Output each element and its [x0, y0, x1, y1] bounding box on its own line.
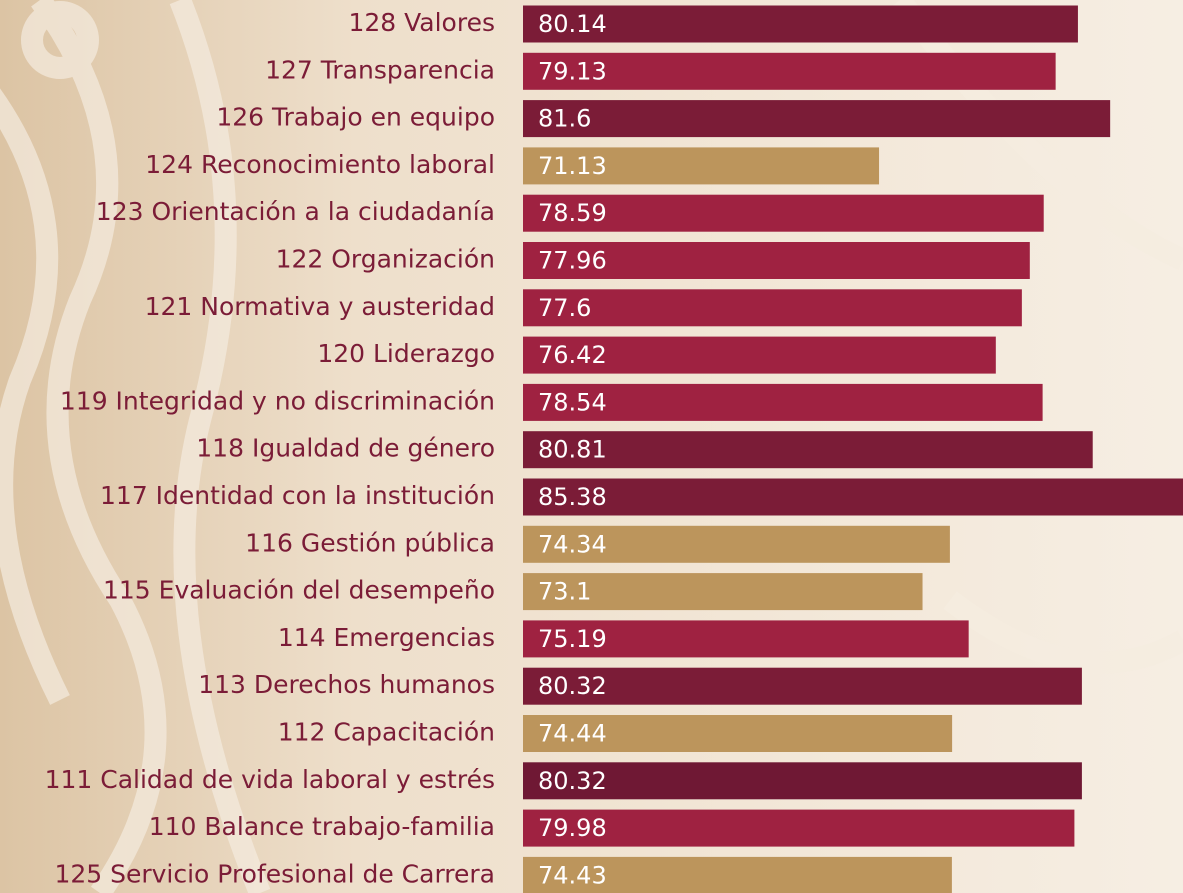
bar	[523, 573, 923, 611]
bar	[523, 289, 1022, 327]
category-label: 125 Servicio Profesional de Carrera	[54, 859, 495, 888]
value-label: 77.6	[538, 294, 591, 322]
category-label: 117 Identidad con la institución	[100, 481, 495, 510]
category-label: 118 Igualdad de género	[196, 434, 495, 463]
value-label: 79.98	[538, 814, 607, 842]
category-label: 123 Orientación a la ciudadanía	[96, 197, 495, 226]
bar	[523, 478, 1183, 516]
bar	[523, 147, 880, 185]
value-label: 80.32	[538, 672, 607, 700]
bar	[523, 383, 1043, 421]
value-label: 76.42	[538, 341, 607, 369]
category-label: 121 Normativa y austeridad	[145, 292, 495, 321]
category-label: 122 Organización	[276, 245, 495, 274]
category-label: 115 Evaluación del desempeño	[103, 576, 495, 605]
category-label: 126 Trabajo en equipo	[216, 103, 495, 132]
category-label: 128 Valores	[348, 8, 495, 37]
bar	[523, 336, 996, 374]
value-label: 79.13	[538, 57, 607, 85]
bar	[523, 431, 1093, 469]
bar	[523, 762, 1082, 800]
value-label: 80.32	[538, 767, 607, 795]
category-label: 116 Gestión pública	[245, 528, 495, 557]
bar	[523, 667, 1082, 705]
category-label: 111 Calidad de vida laboral y estrés	[45, 765, 495, 794]
category-label: 124 Reconocimiento laboral	[145, 150, 495, 179]
value-label: 74.43	[538, 861, 607, 889]
value-label: 85.38	[538, 483, 607, 511]
category-label: 110 Balance trabajo-familia	[149, 812, 495, 841]
bar	[523, 100, 1111, 138]
bar	[523, 242, 1030, 279]
value-label: 71.13	[538, 152, 607, 180]
bar	[523, 620, 969, 658]
value-label: 73.1	[538, 578, 591, 606]
bar	[523, 52, 1056, 90]
value-label: 80.14	[538, 10, 607, 38]
bar	[523, 5, 1078, 43]
value-label: 74.34	[538, 530, 607, 558]
value-label: 75.19	[538, 625, 607, 653]
value-label: 78.54	[538, 388, 607, 416]
category-label: 120 Liderazgo	[317, 339, 495, 368]
bar	[523, 856, 952, 893]
bar	[523, 525, 950, 563]
category-label: 119 Integridad y no discriminación	[60, 386, 495, 415]
category-label: 114 Emergencias	[278, 623, 495, 652]
value-label: 78.59	[538, 199, 607, 227]
bar	[523, 809, 1075, 847]
value-label: 80.81	[538, 436, 607, 464]
bar	[523, 194, 1044, 232]
category-label: 113 Derechos humanos	[198, 670, 495, 699]
category-label: 127 Transparencia	[265, 55, 495, 84]
bar	[523, 715, 953, 752]
category-label: 112 Capacitación	[278, 718, 495, 747]
value-label: 77.96	[538, 247, 607, 275]
value-label: 74.44	[538, 720, 607, 748]
value-label: 81.6	[538, 105, 591, 133]
